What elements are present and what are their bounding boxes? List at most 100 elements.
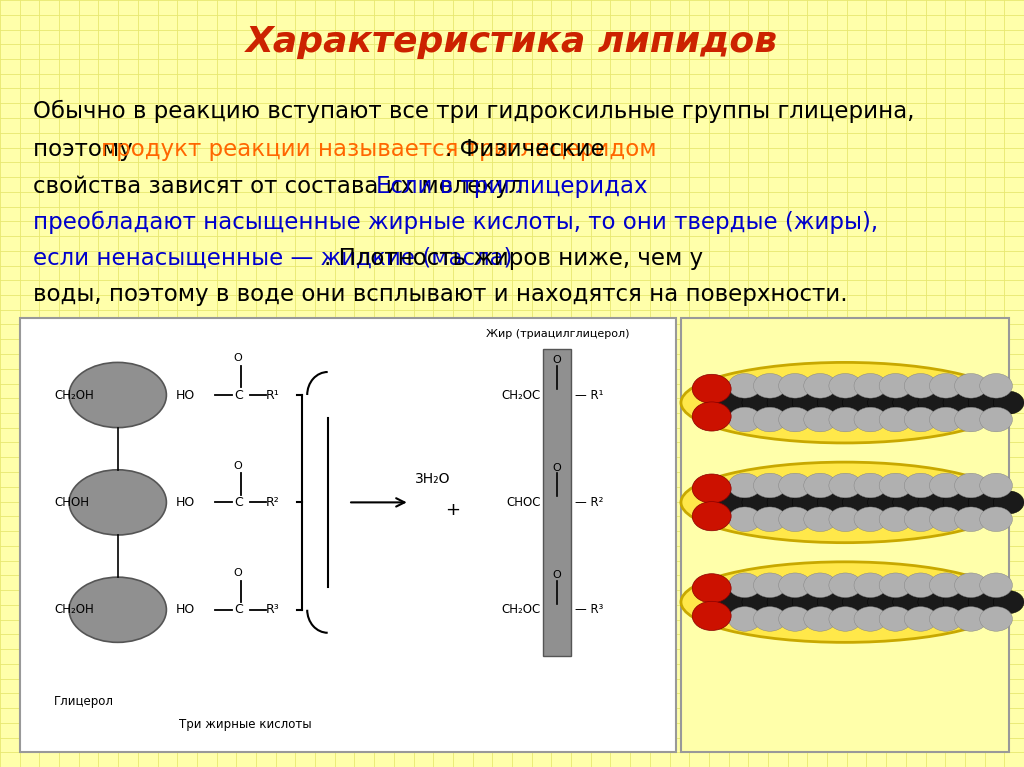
Circle shape — [767, 591, 798, 614]
Circle shape — [754, 573, 786, 597]
Circle shape — [930, 473, 963, 498]
Circle shape — [954, 407, 987, 432]
Text: CH₂OC: CH₂OC — [502, 604, 541, 616]
Circle shape — [918, 491, 948, 514]
Text: CH₂OH: CH₂OH — [54, 604, 94, 616]
Circle shape — [804, 507, 837, 532]
Text: Обычно в реакцию вступают все три гидроксильные группы глицерина,: Обычно в реакцию вступают все три гидрок… — [33, 100, 914, 123]
Text: O: O — [233, 460, 242, 471]
Text: 3H₂O: 3H₂O — [415, 472, 451, 486]
Circle shape — [893, 491, 924, 514]
Circle shape — [828, 607, 861, 631]
Circle shape — [867, 391, 898, 414]
Circle shape — [993, 591, 1024, 614]
Circle shape — [880, 507, 912, 532]
Circle shape — [692, 502, 731, 531]
Circle shape — [804, 573, 837, 597]
Text: Характеристика липидов: Характеристика липидов — [246, 25, 778, 59]
Circle shape — [918, 591, 948, 614]
Circle shape — [954, 573, 987, 597]
Text: . Плотность жиров ниже, чем у: . Плотность жиров ниже, чем у — [325, 247, 703, 270]
Circle shape — [943, 391, 974, 414]
Circle shape — [742, 491, 773, 514]
Text: R³: R³ — [266, 604, 280, 616]
Text: CH₂OC: CH₂OC — [502, 389, 541, 401]
Text: продукт реакции называется триглицеридом: продукт реакции называется триглицеридом — [101, 138, 657, 161]
Circle shape — [778, 374, 811, 398]
Circle shape — [754, 473, 786, 498]
Circle shape — [692, 374, 731, 403]
Circle shape — [692, 474, 731, 503]
Circle shape — [954, 473, 987, 498]
Circle shape — [843, 491, 873, 514]
Circle shape — [993, 491, 1024, 514]
Circle shape — [754, 507, 786, 532]
Circle shape — [968, 591, 998, 614]
Circle shape — [904, 507, 937, 532]
Circle shape — [717, 491, 748, 514]
Text: поэтому: поэтому — [33, 138, 139, 161]
Ellipse shape — [70, 578, 166, 643]
Text: O: O — [233, 568, 242, 578]
Circle shape — [804, 374, 837, 398]
FancyBboxPatch shape — [20, 318, 676, 752]
Circle shape — [828, 374, 861, 398]
Text: HO: HO — [176, 604, 196, 616]
Text: CH₂OH: CH₂OH — [54, 389, 94, 401]
Circle shape — [843, 591, 873, 614]
Circle shape — [754, 374, 786, 398]
Circle shape — [817, 391, 848, 414]
Circle shape — [778, 407, 811, 432]
Circle shape — [843, 391, 873, 414]
Circle shape — [804, 407, 837, 432]
Text: O: O — [233, 353, 242, 364]
Ellipse shape — [70, 363, 166, 428]
Circle shape — [954, 374, 987, 398]
Circle shape — [778, 473, 811, 498]
Circle shape — [767, 491, 798, 514]
Circle shape — [880, 573, 912, 597]
Circle shape — [854, 507, 887, 532]
Circle shape — [692, 574, 731, 603]
Circle shape — [980, 374, 1013, 398]
Text: CHOC: CHOC — [506, 496, 541, 509]
Text: преобладают насыщенные жирные кислоты, то они твердые (жиры),: преобладают насыщенные жирные кислоты, т… — [33, 211, 878, 234]
Text: — R²: — R² — [575, 496, 604, 509]
Text: C: C — [234, 389, 244, 401]
Circle shape — [880, 374, 912, 398]
Circle shape — [904, 573, 937, 597]
Text: R²: R² — [266, 496, 280, 509]
Circle shape — [728, 374, 761, 398]
Circle shape — [854, 374, 887, 398]
Circle shape — [717, 391, 748, 414]
Text: Три жирные кислоты: Три жирные кислоты — [179, 719, 312, 731]
Text: воды, поэтому в воде они всплывают и находятся на поверхности.: воды, поэтому в воде они всплывают и нах… — [33, 283, 848, 306]
Circle shape — [980, 407, 1013, 432]
Circle shape — [867, 591, 898, 614]
Circle shape — [980, 507, 1013, 532]
Circle shape — [854, 473, 887, 498]
Circle shape — [880, 407, 912, 432]
Circle shape — [918, 391, 948, 414]
Circle shape — [728, 507, 761, 532]
Ellipse shape — [70, 469, 166, 535]
Circle shape — [954, 607, 987, 631]
Circle shape — [742, 391, 773, 414]
Circle shape — [778, 507, 811, 532]
Circle shape — [793, 391, 823, 414]
FancyBboxPatch shape — [681, 318, 1009, 752]
Text: свойства зависят от состава их молекул.: свойства зависят от состава их молекул. — [33, 175, 538, 198]
Circle shape — [767, 391, 798, 414]
Text: O: O — [553, 355, 561, 366]
Text: C: C — [234, 496, 244, 509]
Circle shape — [854, 607, 887, 631]
Circle shape — [793, 591, 823, 614]
Text: . Физические: . Физические — [444, 138, 604, 161]
Circle shape — [742, 591, 773, 614]
Circle shape — [968, 491, 998, 514]
Circle shape — [828, 473, 861, 498]
Circle shape — [880, 473, 912, 498]
Text: — R³: — R³ — [575, 604, 604, 616]
Ellipse shape — [681, 561, 1009, 643]
Circle shape — [930, 607, 963, 631]
